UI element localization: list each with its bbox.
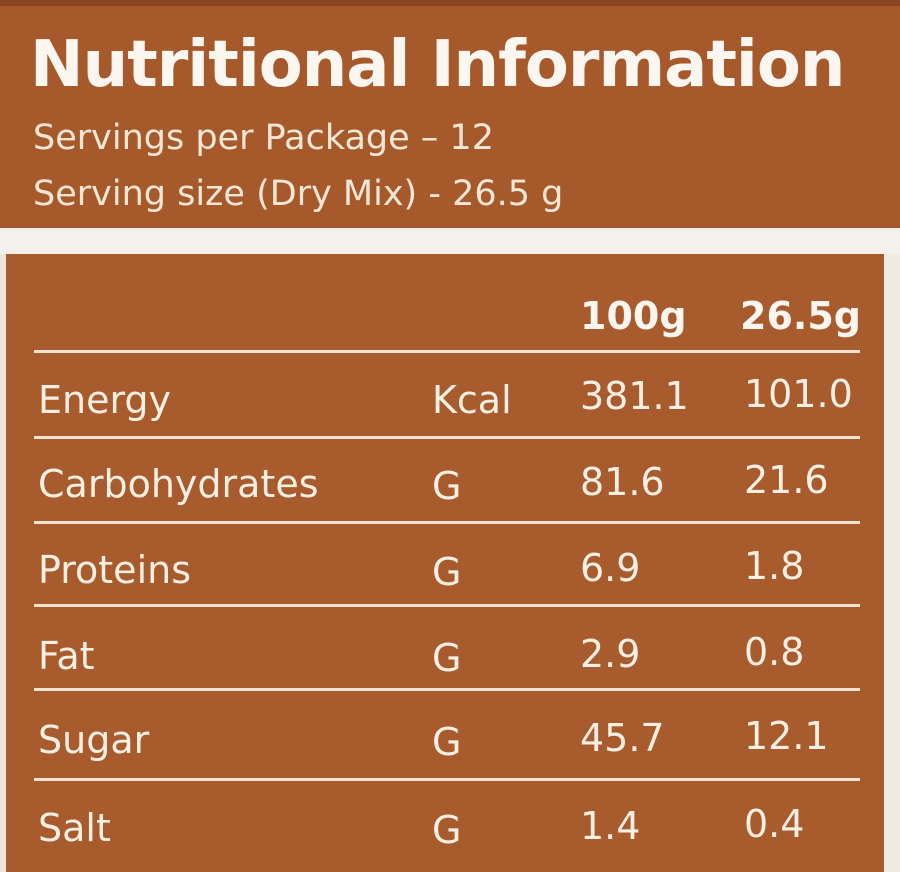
right-edge [884,254,900,872]
row-divider [34,521,860,524]
row-name-proteins: Proteins [38,548,192,592]
top-edge [0,0,900,6]
row-value-100g-energy: 381.1 [580,374,689,418]
row-name-sugar: Sugar [38,718,150,762]
left-edge [0,254,6,872]
row-value-100g-sugar: 45.7 [580,716,665,760]
label-header: Nutritional Information Servings per Pac… [0,6,900,228]
row-unit-fat: G [432,636,462,680]
nutrition-table [0,254,900,872]
row-unit-energy: Kcal [432,378,512,422]
row-divider [34,436,860,439]
row-unit-salt: G [432,808,462,852]
separator-band [0,228,900,254]
row-divider [34,604,860,607]
row-value-100g-salt: 1.4 [580,804,641,848]
row-unit-proteins: G [432,550,462,594]
row-name-salt: Salt [38,806,111,850]
row-value-serving-energy: 101.0 [744,372,853,416]
servings-per-package: Servings per Package – 12 [33,118,494,158]
header-divider [34,350,860,353]
column-header-100g: 100g [580,294,687,338]
row-value-100g-proteins: 6.9 [580,546,641,590]
column-header-serving: 26.5g [740,294,861,338]
row-value-serving-salt: 0.4 [744,802,805,846]
row-name-carbohydrates: Carbohydrates [38,462,319,506]
row-value-100g-fat: 2.9 [580,632,641,676]
serving-size: Serving size (Dry Mix) - 26.5 g [33,174,564,214]
row-divider [34,778,860,781]
row-value-serving-fat: 0.8 [744,630,805,674]
row-value-serving-carbohydrates: 21.6 [744,458,829,502]
row-divider [34,688,860,691]
row-value-serving-sugar: 12.1 [744,714,829,758]
row-name-energy: Energy [38,378,172,422]
row-unit-carbohydrates: G [432,464,462,508]
row-name-fat: Fat [38,634,95,678]
label-title: Nutritional Information [30,28,845,102]
row-value-100g-carbohydrates: 81.6 [580,460,665,504]
row-unit-sugar: G [432,720,462,764]
row-value-serving-proteins: 1.8 [744,544,805,588]
